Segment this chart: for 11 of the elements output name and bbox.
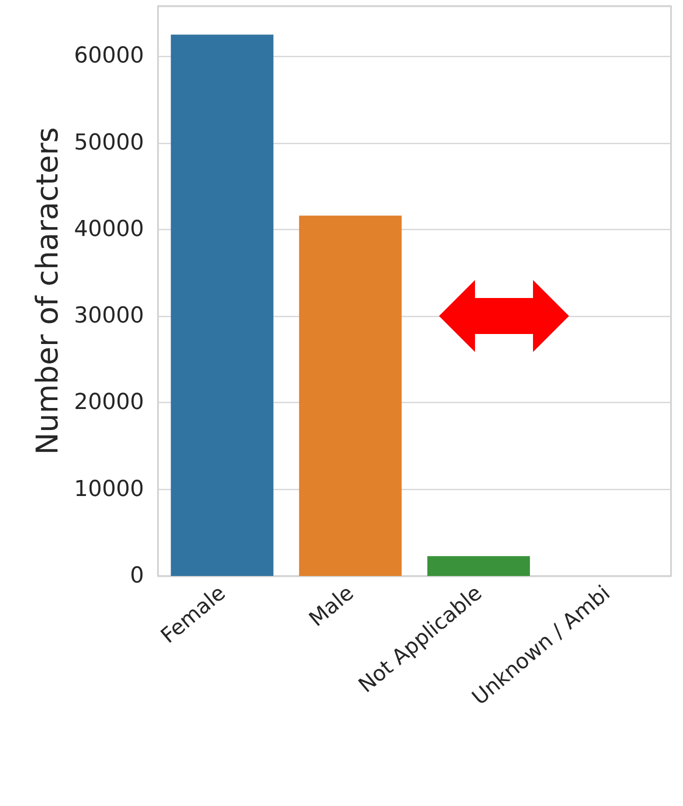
bar bbox=[427, 556, 530, 576]
y-axis-title: Number of characters bbox=[30, 127, 66, 455]
y-tick-label: 10000 bbox=[74, 476, 144, 502]
y-tick-label: 40000 bbox=[74, 216, 144, 242]
y-tick-label: 50000 bbox=[74, 130, 144, 156]
bar bbox=[170, 34, 274, 576]
y-tick-label: 30000 bbox=[74, 304, 144, 329]
bar bbox=[299, 216, 402, 576]
y-tick-label: 60000 bbox=[74, 44, 144, 69]
y-tick-label: 0 bbox=[130, 564, 144, 588]
y-tick-label: 20000 bbox=[74, 390, 144, 416]
